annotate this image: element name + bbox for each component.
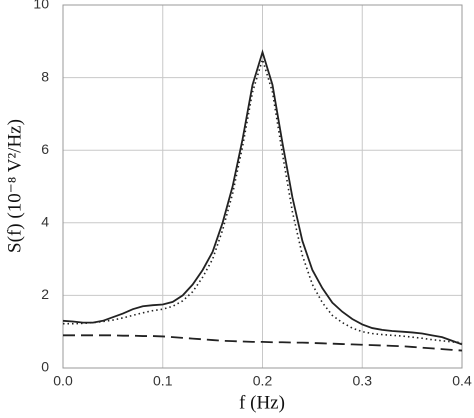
x-tick-label: 0.4	[452, 373, 472, 389]
x-tick-label: 0.0	[53, 373, 73, 389]
series-line	[63, 334, 463, 352]
y-tick-label: 8	[41, 68, 49, 84]
series-line	[62, 49, 463, 346]
plot-frame	[62, 4, 463, 369]
y-tick-label: 6	[41, 141, 49, 157]
y-tick-label: 2	[41, 286, 49, 302]
x-tick-label: 0.3	[353, 373, 373, 389]
x-tick-label: 0.1	[153, 373, 173, 389]
series-line	[63, 56, 463, 344]
x-tick-label: 0.2	[253, 373, 273, 389]
y-tick-label: 4	[41, 214, 49, 230]
x-axis-label: f (Hz)	[239, 392, 285, 413]
y-axis-label: S(f) (10⁻⁸ V²/Hz)	[4, 119, 25, 253]
y-tick-label: 10	[33, 0, 49, 12]
y-tick-label: 0	[41, 359, 49, 375]
